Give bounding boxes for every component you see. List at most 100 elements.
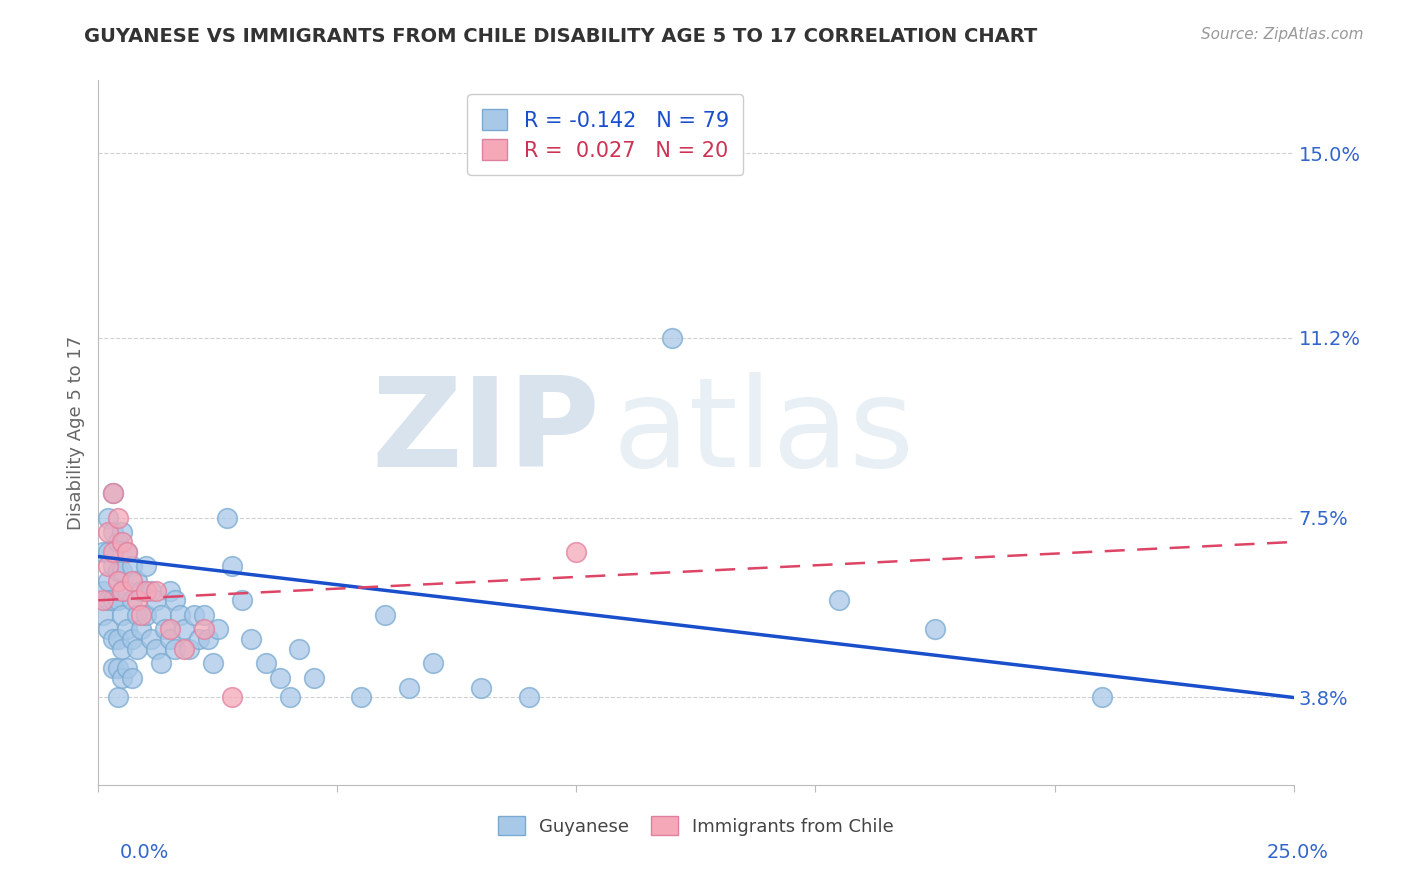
Text: 25.0%: 25.0% (1267, 843, 1329, 862)
Text: 0.0%: 0.0% (120, 843, 169, 862)
Point (288, 641, 311, 656)
Point (202, 657, 225, 671)
Point (163, 641, 186, 656)
Point (221, 559, 243, 574)
Text: Source: ZipAtlas.com: Source: ZipAtlas.com (1201, 27, 1364, 42)
Point (149, 657, 172, 671)
Y-axis label: Disability Age 5 to 17: Disability Age 5 to 17 (66, 335, 84, 530)
Text: GUYANESE VS IMMIGRANTS FROM CHILE DISABILITY AGE 5 TO 17 CORRELATION CHART: GUYANESE VS IMMIGRANTS FROM CHILE DISABI… (84, 27, 1038, 45)
Point (111, 583, 134, 598)
Point (173, 623, 195, 637)
Point (159, 583, 181, 598)
Point (169, 607, 191, 622)
Point (101, 486, 124, 500)
Point (231, 593, 253, 607)
Point (121, 593, 143, 607)
Point (111, 607, 134, 622)
Point (240, 632, 263, 647)
Point (193, 623, 215, 637)
Point (97, 593, 120, 607)
Point (91, 544, 114, 558)
Point (179, 641, 201, 656)
Point (125, 574, 148, 588)
Point (145, 583, 167, 598)
Point (139, 583, 162, 598)
Point (107, 510, 129, 524)
Point (125, 593, 148, 607)
Point (1091, 690, 1114, 705)
Point (149, 607, 172, 622)
Point (97, 544, 120, 558)
Point (97, 623, 120, 637)
Point (121, 671, 143, 685)
Point (565, 544, 588, 558)
Point (101, 525, 124, 540)
Point (517, 690, 540, 705)
Point (422, 657, 444, 671)
Point (121, 559, 143, 574)
Point (91, 593, 114, 607)
Point (97, 559, 120, 574)
Point (350, 690, 373, 705)
Point (173, 641, 195, 656)
Point (145, 641, 167, 656)
Point (187, 632, 209, 647)
Point (107, 632, 129, 647)
Text: atlas: atlas (613, 372, 914, 493)
Point (107, 593, 129, 607)
Point (163, 593, 186, 607)
Point (183, 607, 205, 622)
Point (302, 671, 325, 685)
Point (121, 632, 143, 647)
Point (159, 632, 181, 647)
Point (101, 661, 124, 675)
Point (139, 632, 162, 647)
Point (254, 657, 277, 671)
Point (155, 623, 177, 637)
Point (221, 690, 243, 705)
Point (111, 641, 134, 656)
Point (101, 544, 124, 558)
Point (131, 623, 153, 637)
Point (159, 623, 181, 637)
Point (217, 510, 239, 524)
Point (398, 681, 420, 695)
Point (115, 661, 138, 675)
Point (135, 607, 157, 622)
Point (97, 525, 120, 540)
Point (91, 583, 114, 598)
Point (101, 486, 124, 500)
Point (278, 690, 301, 705)
Point (115, 583, 138, 598)
Point (111, 535, 134, 549)
Point (828, 593, 851, 607)
Point (111, 564, 134, 578)
Point (470, 681, 492, 695)
Point (924, 623, 946, 637)
Point (125, 641, 148, 656)
Point (91, 607, 114, 622)
Point (111, 525, 134, 540)
Point (193, 607, 215, 622)
Point (131, 583, 153, 598)
Point (107, 690, 129, 705)
Text: ZIP: ZIP (371, 372, 600, 493)
Point (115, 623, 138, 637)
Point (135, 583, 157, 598)
Point (107, 564, 129, 578)
Point (101, 632, 124, 647)
Point (107, 661, 129, 675)
Point (97, 574, 120, 588)
Point (107, 535, 129, 549)
Point (135, 559, 157, 574)
Point (115, 544, 138, 558)
Point (111, 671, 134, 685)
Point (207, 623, 229, 637)
Point (121, 574, 143, 588)
Point (115, 544, 138, 558)
Point (107, 574, 129, 588)
Point (145, 593, 167, 607)
Point (97, 510, 120, 524)
Legend: Guyanese, Immigrants from Chile: Guyanese, Immigrants from Chile (491, 809, 901, 843)
Point (269, 671, 291, 685)
